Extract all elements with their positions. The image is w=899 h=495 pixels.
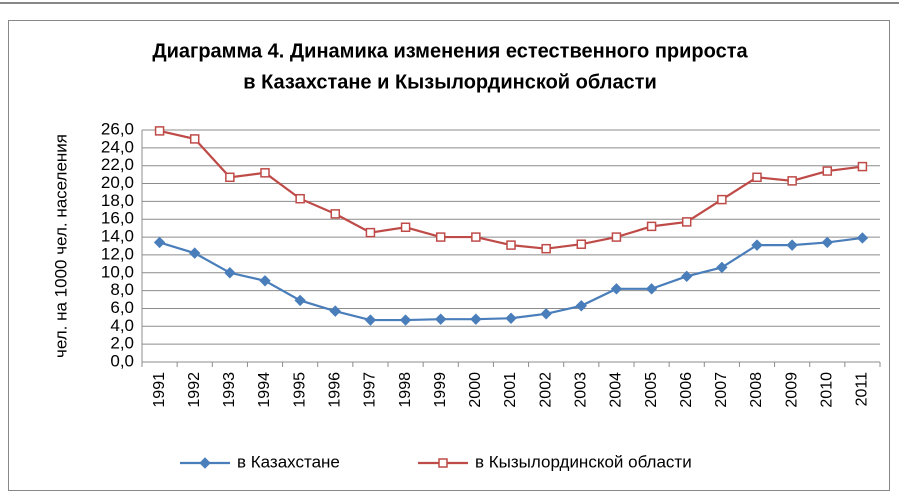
x-tick-label: 2007 (713, 372, 730, 408)
marker (260, 168, 270, 178)
x-tick-label: 2004 (608, 372, 625, 408)
marker (435, 313, 447, 325)
marker (717, 194, 727, 205)
x-tick-label: 2002 (537, 372, 554, 408)
marker (154, 126, 165, 136)
marker (681, 217, 692, 227)
marker (786, 239, 798, 251)
marker (329, 305, 341, 317)
marker (400, 222, 411, 233)
y-tick-label: 24,0 (101, 137, 134, 156)
marker (189, 247, 201, 259)
marker (752, 172, 762, 183)
y-tick-label: 22,0 (101, 155, 134, 174)
x-tick-label: 1993 (221, 372, 238, 408)
y-tick-label: 26,0 (101, 119, 134, 138)
chart-title: в Казахстане и Кызылординской области (243, 71, 657, 93)
marker (435, 232, 446, 242)
x-tick-label: 1999 (432, 372, 449, 408)
x-tick-label: 1996 (327, 372, 344, 408)
marker (224, 267, 236, 279)
marker (646, 221, 657, 232)
x-tick-label: 1994 (256, 372, 273, 408)
x-tick-label: 2006 (678, 372, 695, 408)
y-tick-label: 16,0 (101, 209, 134, 228)
y-tick-label: 12,0 (101, 244, 134, 263)
marker (259, 275, 271, 287)
marker (399, 314, 412, 326)
marker (364, 314, 377, 326)
y-tick-label: 2,0 (110, 334, 134, 353)
y-tick-label: 14,0 (101, 227, 134, 246)
marker (294, 294, 306, 307)
marker (225, 172, 235, 183)
x-tick-label: 2011 (854, 372, 871, 407)
marker (199, 457, 211, 469)
x-tick-label: 1998 (397, 372, 414, 408)
marker (189, 134, 200, 144)
marker (576, 239, 587, 249)
marker (822, 166, 833, 176)
marker (716, 261, 728, 274)
marker (438, 458, 448, 468)
marker (365, 227, 376, 238)
marker (856, 232, 869, 244)
x-tick-label: 1997 (362, 372, 379, 408)
marker (471, 232, 481, 242)
y-tick-label: 18,0 (101, 191, 134, 210)
marker (857, 161, 868, 172)
marker (541, 243, 551, 254)
y-tick-label: 8,0 (110, 280, 134, 299)
marker (575, 300, 587, 312)
x-tick-label: 1992 (186, 372, 203, 408)
marker (540, 308, 552, 320)
x-tick-label: 2000 (467, 372, 484, 408)
y-tick-label: 4,0 (110, 316, 134, 335)
x-tick-label: 2009 (783, 372, 800, 408)
marker (787, 176, 797, 186)
marker (470, 313, 482, 325)
y-tick-label: 10,0 (101, 262, 134, 281)
x-tick-label: 2005 (643, 372, 660, 408)
marker (610, 283, 623, 295)
x-tick-label: 2001 (502, 372, 519, 408)
x-tick-label: 1995 (291, 372, 308, 408)
y-tick-label: 6,0 (110, 298, 134, 317)
y-tick-label: 0,0 (110, 351, 134, 370)
marker (681, 270, 693, 283)
legend-label: в Кызылординской области (475, 452, 692, 471)
y-tick-label: 20,0 (101, 173, 134, 192)
marker (506, 240, 516, 250)
x-tick-label: 2003 (573, 372, 590, 408)
marker (295, 193, 305, 204)
marker (505, 312, 517, 324)
marker (153, 236, 166, 249)
chart-title: Диаграмма 4. Динамика изменения естестве… (152, 40, 748, 62)
x-tick-label: 1991 (151, 372, 168, 408)
marker (821, 236, 833, 249)
x-tick-label: 2010 (819, 372, 836, 408)
marker (611, 232, 622, 242)
marker (751, 239, 763, 251)
marker (645, 283, 658, 295)
y-axis-label: чел. на 1000 чел. населения (51, 134, 70, 358)
legend-label: в Казахстане (237, 452, 340, 471)
x-tick-label: 2008 (748, 372, 765, 408)
marker (330, 209, 341, 219)
